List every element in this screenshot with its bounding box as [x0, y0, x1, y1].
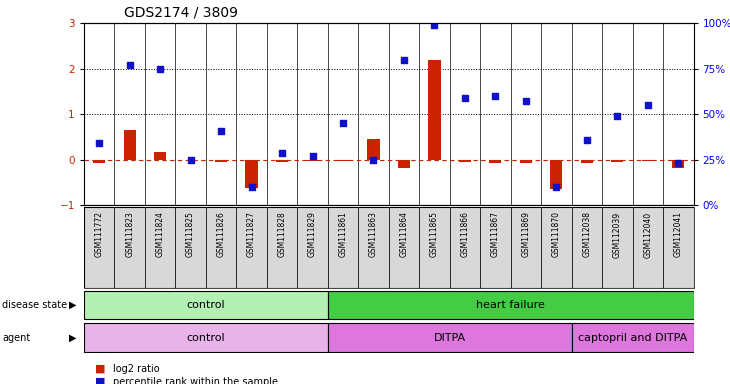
Bar — [123, 130, 136, 160]
Text: ■: ■ — [95, 377, 105, 384]
Bar — [398, 160, 410, 168]
Text: GSM112041: GSM112041 — [674, 211, 683, 257]
Point — [276, 149, 288, 156]
Bar — [358, 207, 388, 288]
Text: GSM111827: GSM111827 — [247, 211, 256, 257]
Point — [337, 120, 349, 126]
Bar — [459, 160, 471, 162]
Point — [550, 184, 562, 190]
Point — [368, 157, 380, 163]
Text: heart failure: heart failure — [476, 300, 545, 310]
Text: GSM111866: GSM111866 — [461, 211, 469, 257]
Text: disease state: disease state — [2, 300, 67, 310]
Bar — [550, 160, 562, 189]
Bar — [215, 160, 227, 162]
Text: GSM111828: GSM111828 — [277, 211, 287, 257]
Bar — [115, 207, 145, 288]
Bar — [84, 207, 115, 288]
Text: GDS2174 / 3809: GDS2174 / 3809 — [124, 6, 238, 20]
Point — [124, 62, 136, 68]
Bar — [429, 60, 440, 160]
Point — [185, 157, 196, 163]
Text: ▶: ▶ — [69, 333, 77, 343]
Text: ▶: ▶ — [69, 300, 77, 310]
Text: GSM112040: GSM112040 — [643, 211, 653, 258]
Point — [612, 113, 623, 119]
Bar — [632, 207, 663, 288]
Bar — [602, 207, 632, 288]
Bar — [307, 160, 318, 161]
Bar — [237, 207, 267, 288]
Text: GSM111869: GSM111869 — [521, 211, 531, 257]
Text: GSM111865: GSM111865 — [430, 211, 439, 257]
Point — [93, 139, 105, 146]
Bar — [572, 323, 694, 352]
Bar — [541, 207, 572, 288]
Point — [246, 184, 258, 190]
Text: GSM112038: GSM112038 — [583, 211, 591, 257]
Bar — [642, 160, 654, 161]
Text: GSM111772: GSM111772 — [95, 211, 104, 257]
Point — [307, 153, 318, 159]
Point — [672, 161, 684, 167]
Text: GSM111825: GSM111825 — [186, 211, 195, 257]
Text: GSM111867: GSM111867 — [491, 211, 500, 257]
Text: DITPA: DITPA — [434, 333, 466, 343]
Text: GSM111863: GSM111863 — [369, 211, 378, 257]
Bar — [328, 207, 358, 288]
Text: GSM111829: GSM111829 — [308, 211, 317, 257]
Bar — [145, 207, 175, 288]
Bar — [480, 207, 511, 288]
Point — [642, 102, 653, 108]
Text: agent: agent — [2, 333, 31, 343]
Text: GSM111864: GSM111864 — [399, 211, 409, 257]
Point — [581, 137, 593, 143]
Bar — [389, 207, 419, 288]
Bar — [328, 323, 572, 352]
Bar — [154, 152, 166, 160]
Bar — [489, 160, 502, 164]
Text: GSM111861: GSM111861 — [339, 211, 347, 257]
Bar — [245, 160, 258, 188]
Bar — [511, 207, 541, 288]
Point — [459, 95, 471, 101]
Bar — [450, 207, 480, 288]
Bar — [93, 160, 105, 164]
Bar — [672, 160, 684, 168]
Bar — [419, 207, 450, 288]
Text: GSM111824: GSM111824 — [155, 211, 165, 257]
Text: control: control — [187, 300, 225, 310]
Bar — [572, 207, 602, 288]
Text: GSM111870: GSM111870 — [552, 211, 561, 257]
Bar — [663, 207, 694, 288]
Bar — [206, 207, 237, 288]
Point — [520, 98, 531, 104]
Bar — [175, 207, 206, 288]
Bar — [84, 323, 328, 352]
Bar — [267, 207, 297, 288]
Bar — [276, 160, 288, 162]
Bar — [611, 160, 623, 162]
Bar — [337, 160, 349, 161]
Point — [215, 127, 227, 134]
Point — [154, 66, 166, 72]
Text: captopril and DITPA: captopril and DITPA — [578, 333, 687, 343]
Text: log2 ratio: log2 ratio — [113, 364, 160, 374]
Text: percentile rank within the sample: percentile rank within the sample — [113, 377, 278, 384]
Bar — [84, 291, 328, 319]
Bar — [581, 160, 593, 164]
Point — [429, 22, 440, 28]
Text: control: control — [187, 333, 225, 343]
Text: GSM112039: GSM112039 — [612, 211, 622, 258]
Text: ■: ■ — [95, 364, 105, 374]
Bar — [367, 139, 380, 160]
Bar — [297, 207, 328, 288]
Point — [398, 56, 410, 63]
Text: GSM111823: GSM111823 — [125, 211, 134, 257]
Bar — [328, 291, 693, 319]
Text: GSM111826: GSM111826 — [217, 211, 226, 257]
Point — [490, 93, 502, 99]
Bar — [520, 160, 532, 164]
